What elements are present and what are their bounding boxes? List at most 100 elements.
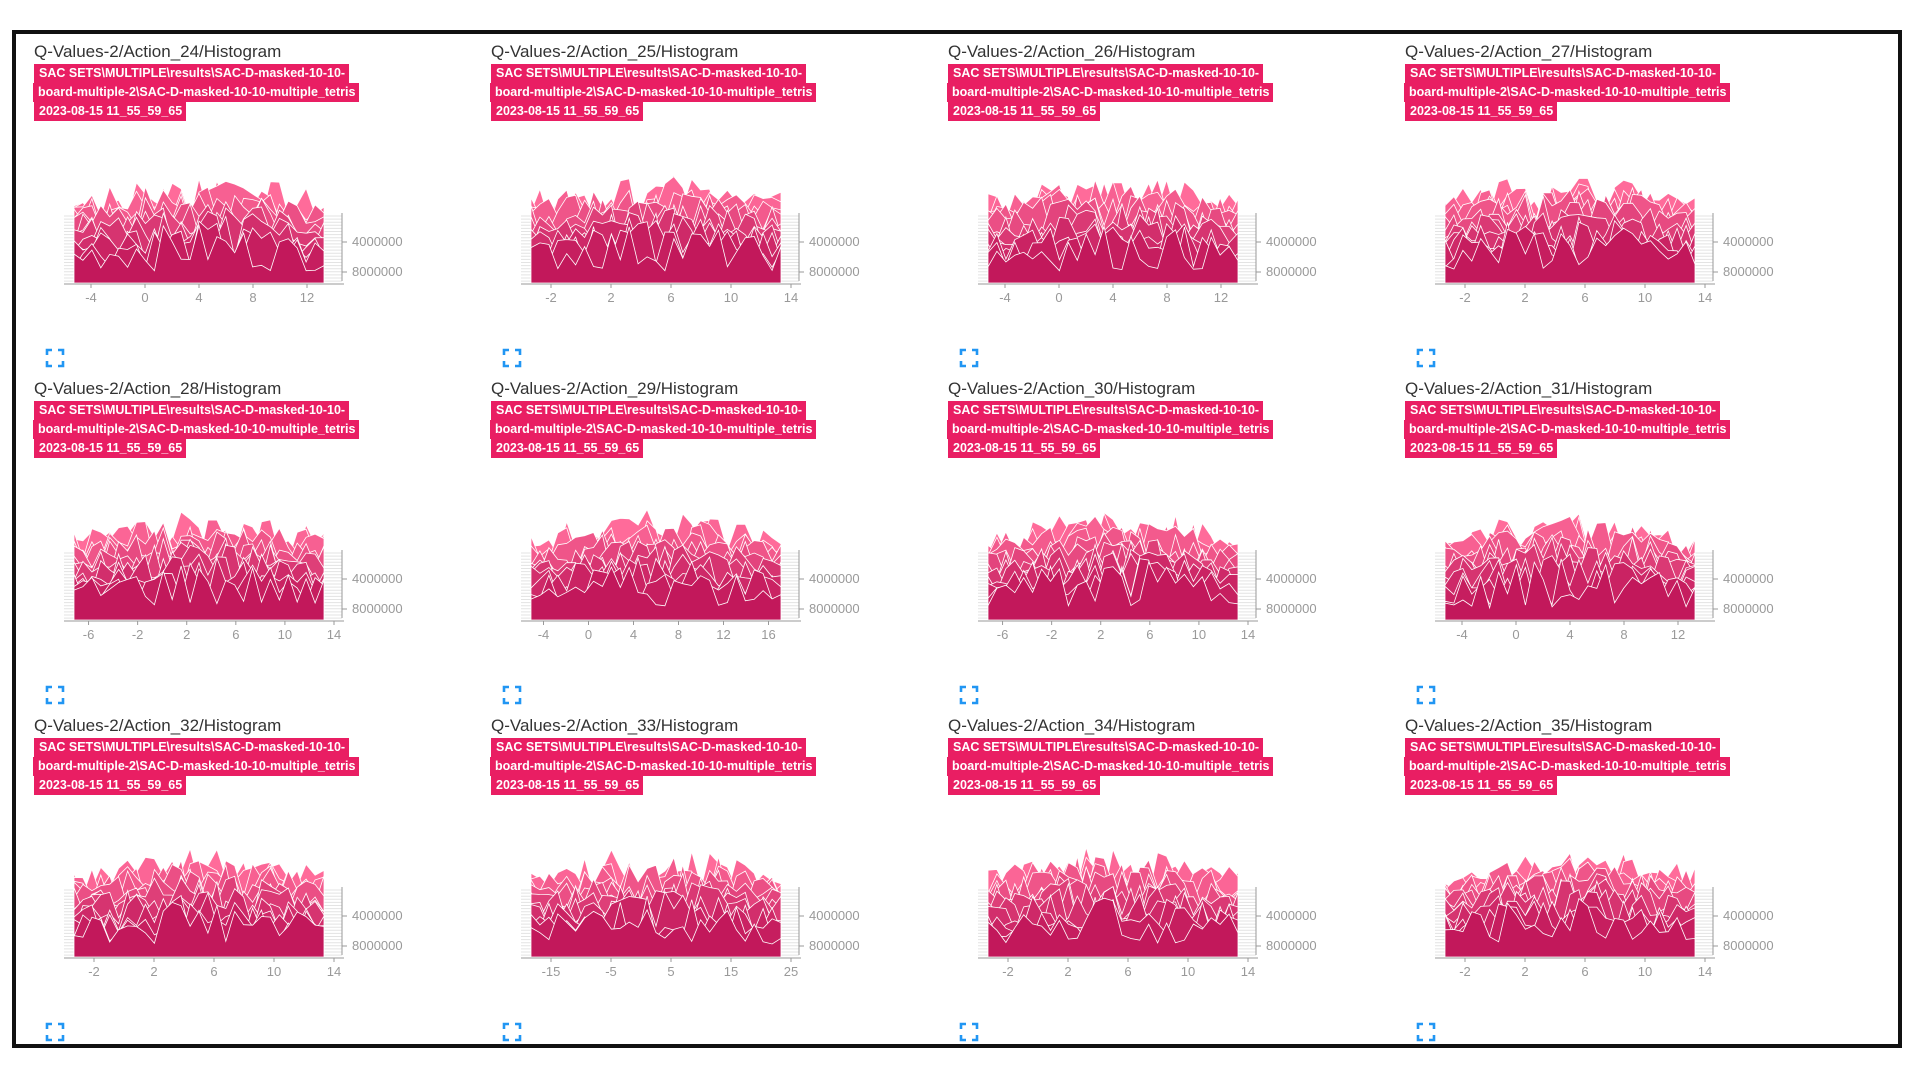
x-tick-label: 2 bbox=[1097, 627, 1104, 642]
run-tag: SAC SETS\MULTIPLE\results\SAC-D-masked-1… bbox=[33, 738, 360, 795]
y-tick-label: 4000000 bbox=[1266, 234, 1317, 249]
x-tick-label: -2 bbox=[1002, 964, 1014, 979]
histogram-ridge bbox=[987, 897, 1239, 958]
expand-icon[interactable] bbox=[1415, 1021, 1437, 1043]
x-tick-label: 10 bbox=[267, 964, 281, 979]
run-tag-line-3: 2023-08-15 11_55_59_65 bbox=[1405, 776, 1558, 795]
histogram-chart: -2 2 6 10 14 4000000 8000000 bbox=[1435, 177, 1774, 305]
histogram-ridge bbox=[73, 223, 325, 284]
y-tick-label: 4000000 bbox=[1266, 571, 1317, 586]
y-tick-label: 4000000 bbox=[809, 571, 860, 586]
x-tick-label: 0 bbox=[1055, 290, 1062, 305]
y-tick-label: 4000000 bbox=[1723, 571, 1774, 586]
run-tag-line-2: board-multiple-2\SAC-D-masked-10-10-mult… bbox=[33, 757, 360, 776]
expand-icon[interactable] bbox=[501, 1021, 523, 1043]
expand-icon[interactable] bbox=[958, 347, 980, 369]
x-tick-label: 12 bbox=[300, 290, 314, 305]
card-title: Q-Values-2/Action_32/Histogram bbox=[34, 716, 282, 735]
histogram-card-35: Q-Values-2/Action_35/Histogram SAC SETS\… bbox=[1404, 714, 1862, 1051]
histogram-card-24: Q-Values-2/Action_24/Histogram SAC SETS\… bbox=[33, 40, 491, 377]
run-tag-line-1: SAC SETS\MULTIPLE\results\SAC-D-masked-1… bbox=[34, 64, 350, 83]
histogram-chart: -2 2 6 10 14 4000000 8000000 bbox=[1435, 852, 1774, 979]
x-tick-label: 4 bbox=[195, 290, 202, 305]
x-tick-label: 6 bbox=[232, 627, 239, 642]
x-tick-label: 12 bbox=[1214, 290, 1228, 305]
run-tag-line-2: board-multiple-2\SAC-D-masked-10-10-mult… bbox=[947, 83, 1274, 102]
screenshot-frame: Q-Values-2/Action_24/Histogram SAC SETS\… bbox=[12, 30, 1902, 1048]
x-tick-label: 14 bbox=[784, 290, 798, 305]
run-tag-line-2: board-multiple-2\SAC-D-masked-10-10-mult… bbox=[947, 757, 1274, 776]
run-tag-line-3: 2023-08-15 11_55_59_65 bbox=[491, 439, 644, 458]
run-tag-line-1: SAC SETS\MULTIPLE\results\SAC-D-masked-1… bbox=[34, 738, 350, 757]
run-tag: SAC SETS\MULTIPLE\results\SAC-D-masked-1… bbox=[33, 64, 360, 121]
x-tick-label: 12 bbox=[1671, 627, 1685, 642]
card-title: Q-Values-2/Action_29/Histogram bbox=[491, 379, 739, 398]
expand-icon[interactable] bbox=[958, 1021, 980, 1043]
expand-icon[interactable] bbox=[44, 684, 66, 706]
x-tick-label: 2 bbox=[1521, 290, 1528, 305]
x-tick-label: 14 bbox=[1241, 964, 1255, 979]
card-title: Q-Values-2/Action_35/Histogram bbox=[1405, 716, 1653, 735]
card-title: Q-Values-2/Action_24/Histogram bbox=[34, 42, 282, 61]
histogram-ridge bbox=[987, 225, 1239, 284]
x-tick-label: -4 bbox=[1456, 627, 1468, 642]
x-tick-label: 12 bbox=[716, 627, 730, 642]
x-tick-label: 2 bbox=[607, 290, 614, 305]
y-tick-label: 8000000 bbox=[809, 938, 860, 953]
run-tag-line-2: board-multiple-2\SAC-D-masked-10-10-mult… bbox=[490, 757, 817, 776]
run-tag-line-2: board-multiple-2\SAC-D-masked-10-10-mult… bbox=[33, 83, 360, 102]
x-tick-label: 6 bbox=[667, 290, 674, 305]
y-tick-label: 8000000 bbox=[1266, 601, 1317, 616]
x-tick-label: 8 bbox=[1620, 627, 1627, 642]
x-tick-label: 2 bbox=[150, 964, 157, 979]
histogram-chart: -2 2 6 10 14 4000000 8000000 bbox=[521, 174, 860, 305]
histogram-ridge bbox=[1444, 561, 1696, 621]
expand-icon[interactable] bbox=[501, 684, 523, 706]
y-tick-label: 4000000 bbox=[1723, 908, 1774, 923]
card-title: Q-Values-2/Action_25/Histogram bbox=[491, 42, 739, 61]
expand-icon[interactable] bbox=[958, 684, 980, 706]
expand-icon[interactable] bbox=[44, 1021, 66, 1043]
x-tick-label: 6 bbox=[1124, 964, 1131, 979]
histogram-chart: -15 -5 5 15 25 4000000 8000000 bbox=[521, 848, 860, 979]
x-tick-label: -5 bbox=[605, 964, 617, 979]
run-tag-line-3: 2023-08-15 11_55_59_65 bbox=[491, 776, 644, 795]
run-tag-line-3: 2023-08-15 11_55_59_65 bbox=[1405, 102, 1558, 121]
histogram-card-27: Q-Values-2/Action_27/Histogram SAC SETS\… bbox=[1404, 40, 1862, 377]
x-tick-label: 6 bbox=[1146, 627, 1153, 642]
x-tick-label: 15 bbox=[724, 964, 738, 979]
y-tick-label: 4000000 bbox=[352, 571, 403, 586]
card-title: Q-Values-2/Action_28/Histogram bbox=[34, 379, 282, 398]
histogram-card-26: Q-Values-2/Action_26/Histogram SAC SETS\… bbox=[947, 40, 1405, 377]
histogram-ridge bbox=[530, 908, 782, 958]
run-tag-line-1: SAC SETS\MULTIPLE\results\SAC-D-masked-1… bbox=[1405, 64, 1721, 83]
histogram-chart: -2 2 6 10 14 4000000 8000000 bbox=[978, 845, 1317, 979]
expand-icon[interactable] bbox=[44, 347, 66, 369]
x-tick-label: 10 bbox=[724, 290, 738, 305]
x-tick-label: 0 bbox=[585, 627, 592, 642]
card-title: Q-Values-2/Action_30/Histogram bbox=[948, 379, 1196, 398]
histogram-ridge bbox=[73, 901, 325, 958]
card-title: Q-Values-2/Action_27/Histogram bbox=[1405, 42, 1653, 61]
y-tick-label: 8000000 bbox=[1266, 938, 1317, 953]
run-tag: SAC SETS\MULTIPLE\results\SAC-D-masked-1… bbox=[490, 738, 817, 795]
x-tick-label: -2 bbox=[88, 964, 100, 979]
expand-icon[interactable] bbox=[501, 347, 523, 369]
x-tick-label: -15 bbox=[542, 964, 561, 979]
run-tag: SAC SETS\MULTIPLE\results\SAC-D-masked-1… bbox=[33, 401, 360, 458]
run-tag-line-1: SAC SETS\MULTIPLE\results\SAC-D-masked-1… bbox=[491, 738, 807, 757]
card-title: Q-Values-2/Action_31/Histogram bbox=[1405, 379, 1653, 398]
run-tag: SAC SETS\MULTIPLE\results\SAC-D-masked-1… bbox=[947, 64, 1274, 121]
y-tick-label: 4000000 bbox=[809, 908, 860, 923]
expand-icon[interactable] bbox=[1415, 347, 1437, 369]
histogram-card-28: Q-Values-2/Action_28/Histogram SAC SETS\… bbox=[33, 377, 491, 714]
run-tag-line-2: board-multiple-2\SAC-D-masked-10-10-mult… bbox=[1404, 83, 1731, 102]
expand-icon[interactable] bbox=[1415, 684, 1437, 706]
histogram-ridge bbox=[1444, 897, 1696, 958]
y-tick-label: 8000000 bbox=[1266, 264, 1317, 279]
x-tick-label: -6 bbox=[997, 627, 1009, 642]
run-tag-line-1: SAC SETS\MULTIPLE\results\SAC-D-masked-1… bbox=[1405, 401, 1721, 420]
x-tick-label: 25 bbox=[784, 964, 798, 979]
x-tick-label: 14 bbox=[327, 964, 341, 979]
run-tag: SAC SETS\MULTIPLE\results\SAC-D-masked-1… bbox=[1404, 64, 1731, 121]
